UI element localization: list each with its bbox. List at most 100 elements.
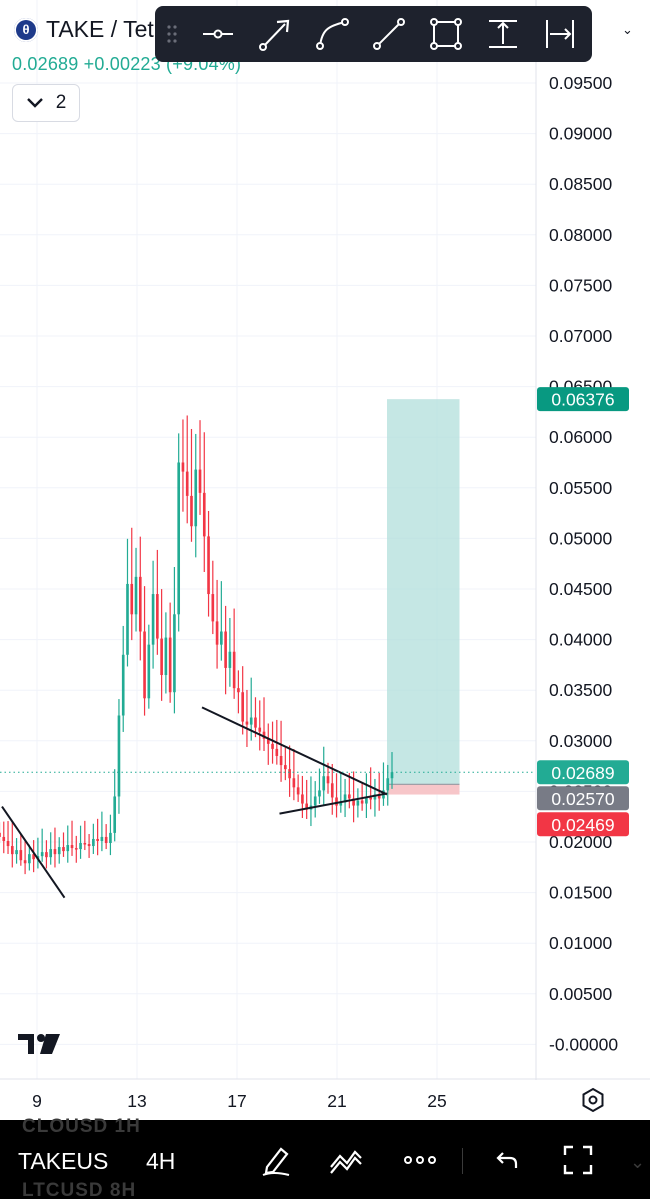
candle-body xyxy=(271,743,274,749)
price-tick-label: 0.06000 xyxy=(549,427,613,447)
candle-body xyxy=(104,836,108,844)
symbol-title[interactable]: θ TAKE / Tet xyxy=(14,16,154,43)
price-axis: 0.09500 0.09000 0.08500 0.08000 0.07500 0.070… xyxy=(549,73,618,1054)
candle-body xyxy=(40,852,44,857)
candle-body xyxy=(126,583,129,655)
candle-body xyxy=(79,843,82,850)
trend-line-tool-icon[interactable] xyxy=(360,6,417,62)
candle-body xyxy=(49,849,53,858)
symbol-button[interactable]: TAKEUS xyxy=(18,1148,109,1174)
candle-body xyxy=(147,644,151,699)
time-axis: 9 13 17 21 25 xyxy=(32,1091,447,1111)
candle-body xyxy=(19,850,23,861)
candle-body xyxy=(83,843,87,845)
price-tick-label: 0.03000 xyxy=(549,731,613,751)
more-options-icon[interactable] xyxy=(400,1140,440,1180)
candle-body xyxy=(339,802,343,806)
stop-price-label-box xyxy=(537,812,629,837)
candle-body xyxy=(369,797,372,800)
ghost-chevron-icon: ⌄ xyxy=(630,1152,646,1172)
price-tick-label: 0.09500 xyxy=(549,73,613,93)
candle-body xyxy=(301,794,304,804)
trendline xyxy=(279,792,388,815)
candle-body xyxy=(288,769,291,779)
candle-body xyxy=(275,748,279,756)
curve-tool-icon[interactable] xyxy=(303,6,360,62)
candle-body xyxy=(211,594,215,622)
coin-logo-icon: θ xyxy=(14,17,38,42)
price-tick-label: 0.07500 xyxy=(549,275,613,295)
candle-body xyxy=(322,776,326,791)
price-tick-label: 0.03500 xyxy=(549,680,613,700)
interval-button[interactable]: 4H xyxy=(146,1148,176,1174)
candle-body xyxy=(360,800,364,804)
candle-body xyxy=(249,717,253,725)
time-tick-label: 25 xyxy=(427,1091,446,1111)
price-tick-label: 0.01500 xyxy=(549,883,613,903)
price-chart[interactable]: 0.09500 0.09000 0.08500 0.08000 0.07500 0.070… xyxy=(0,0,650,1120)
ghost-symbol-above: CLOUSD 1H xyxy=(22,1116,141,1137)
candle-body xyxy=(164,637,168,676)
candle-body xyxy=(173,614,176,693)
time-tick-label: 17 xyxy=(227,1091,246,1111)
candle-body xyxy=(66,845,70,852)
price-range-tool-icon[interactable] xyxy=(474,6,531,62)
candle-body xyxy=(390,772,394,779)
time-tick-label: 13 xyxy=(127,1091,146,1111)
toolbar-separator xyxy=(462,1148,463,1174)
last-price-label: 0.02689 xyxy=(551,763,614,783)
drag-grip-icon[interactable] xyxy=(155,6,189,62)
candle-body xyxy=(156,594,159,639)
candle-body xyxy=(241,692,245,722)
time-tick-label: 9 xyxy=(32,1091,42,1111)
candle-body xyxy=(181,462,185,472)
candlestick-series xyxy=(0,415,394,875)
bottom-toolbar: CLOUSD 1H LTCUSD 8H TAKEUS 4H ⌄ xyxy=(0,1116,650,1201)
candle-body xyxy=(138,576,142,632)
candle-body xyxy=(220,631,223,645)
price-tick-label: 0.04500 xyxy=(549,579,613,599)
entry-price-label: 0.02570 xyxy=(551,789,615,809)
candle-body xyxy=(2,836,6,841)
candle-body xyxy=(134,576,138,615)
price-tick-label: 0.09000 xyxy=(549,124,613,144)
candle-body xyxy=(10,846,14,855)
rectangle-tool-icon[interactable] xyxy=(417,6,474,62)
candle-body xyxy=(100,836,104,841)
price-tick-label: 0.05500 xyxy=(549,478,613,498)
candle-body xyxy=(258,727,262,732)
fullscreen-icon[interactable] xyxy=(558,1140,598,1180)
undo-icon[interactable] xyxy=(486,1140,526,1180)
pencil-drawing-icon[interactable] xyxy=(256,1140,296,1180)
collapse-indicators-button[interactable]: 2 xyxy=(12,84,80,122)
time-tick-label: 21 xyxy=(327,1091,346,1111)
candle-body xyxy=(245,721,249,725)
candle-body xyxy=(228,651,232,668)
price-tick-label: 0.05000 xyxy=(549,528,613,548)
ghost-symbol-below: LTCUSD 8H xyxy=(22,1180,137,1201)
candle-body xyxy=(365,797,368,804)
candle-body xyxy=(92,838,95,847)
candle-body xyxy=(168,637,172,693)
price-tick-label: 0.01000 xyxy=(549,933,613,953)
settings-hexagon-icon[interactable] xyxy=(582,1087,604,1113)
indicator-count: 2 xyxy=(55,92,67,113)
candle-body xyxy=(356,800,360,806)
profit-target-zone xyxy=(387,399,460,785)
candle-body xyxy=(386,778,390,791)
date-range-tool-icon[interactable] xyxy=(531,6,588,62)
candle-body xyxy=(70,845,74,849)
candle-body xyxy=(151,594,155,645)
candle-body xyxy=(202,492,206,537)
candle-body xyxy=(279,755,283,766)
indicators-icon[interactable] xyxy=(326,1140,366,1180)
candle-body xyxy=(305,803,308,810)
candle-body xyxy=(160,638,163,676)
price-tick-label: 0.07000 xyxy=(549,326,613,346)
chevron-down-icon[interactable]: ⌄ xyxy=(622,22,633,37)
arrow-tool-icon[interactable] xyxy=(246,6,303,62)
candle-body xyxy=(117,715,121,797)
horizontal-ray-tool-icon[interactable] xyxy=(189,6,246,62)
candle-body xyxy=(190,495,193,527)
candle-body xyxy=(130,583,134,615)
